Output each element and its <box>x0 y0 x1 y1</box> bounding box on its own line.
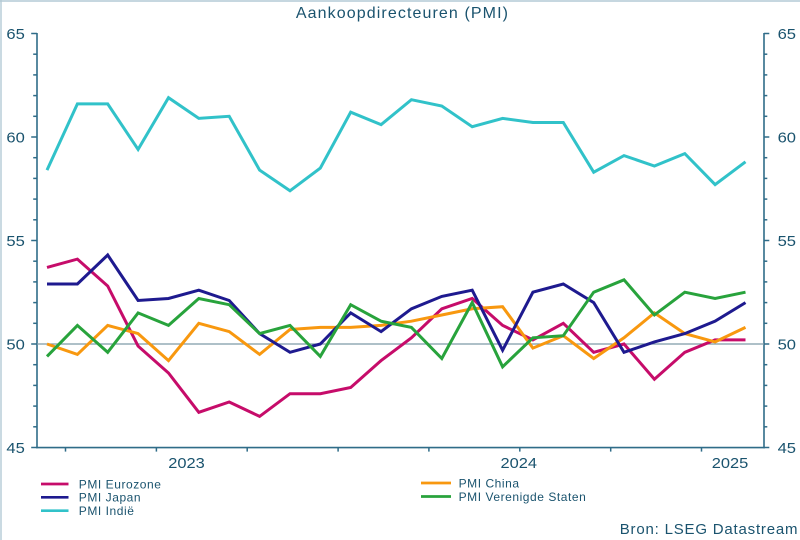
svg-text:60: 60 <box>778 130 796 147</box>
svg-text:PMI Eurozone: PMI Eurozone <box>79 477 162 491</box>
svg-text:45: 45 <box>6 440 24 457</box>
svg-text:PMI China: PMI China <box>459 476 520 490</box>
svg-text:50: 50 <box>6 337 24 354</box>
svg-text:65: 65 <box>778 26 796 43</box>
svg-text:Aankoopdirecteuren (PMI): Aankoopdirecteuren (PMI) <box>296 5 509 22</box>
svg-text:PMI Indië: PMI Indië <box>79 504 135 518</box>
svg-text:2024: 2024 <box>501 455 538 472</box>
svg-text:60: 60 <box>6 130 24 147</box>
svg-text:55: 55 <box>778 233 796 250</box>
svg-text:PMI Verenigde Staten: PMI Verenigde Staten <box>459 490 587 504</box>
svg-text:Bron: LSEG Datastream: Bron: LSEG Datastream <box>620 521 799 538</box>
svg-text:65: 65 <box>6 26 24 43</box>
svg-text:55: 55 <box>6 233 24 250</box>
svg-text:2025: 2025 <box>712 455 749 472</box>
svg-text:50: 50 <box>778 337 796 354</box>
svg-text:PMI Japan: PMI Japan <box>79 491 141 505</box>
svg-text:45: 45 <box>778 440 796 457</box>
svg-text:2023: 2023 <box>168 455 205 472</box>
